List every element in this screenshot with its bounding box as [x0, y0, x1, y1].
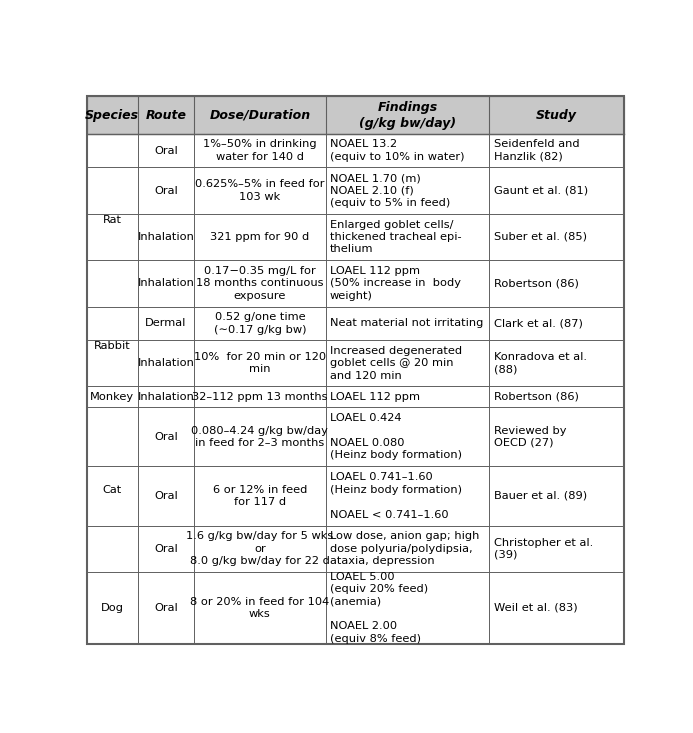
Text: Robertson (86): Robertson (86)	[493, 279, 579, 288]
Text: 1.6 g/kg bw/day for 5 wks
or
8.0 g/kg bw/day for 22 d: 1.6 g/kg bw/day for 5 wks or 8.0 g/kg bw…	[186, 531, 333, 566]
Text: Suber et al. (85): Suber et al. (85)	[493, 232, 587, 242]
Text: 0.080–4.24 g/kg bw/day
in feed for 2–3 months: 0.080–4.24 g/kg bw/day in feed for 2–3 m…	[191, 426, 328, 448]
Text: Oral: Oral	[154, 146, 177, 155]
Text: Christopher et al.
(39): Christopher et al. (39)	[493, 537, 593, 560]
Text: LOAEL 112 ppm
(50% increase in  body
weight): LOAEL 112 ppm (50% increase in body weig…	[330, 266, 461, 301]
Text: 10%  for 20 min or 120
min: 10% for 20 min or 120 min	[194, 352, 326, 375]
Text: LOAEL 0.424

NOAEL 0.080
(Heinz body formation): LOAEL 0.424 NOAEL 0.080 (Heinz body form…	[330, 413, 462, 460]
Text: Route: Route	[146, 108, 186, 122]
Text: Oral: Oral	[154, 185, 177, 196]
Text: 0.625%–5% in feed for
103 wk: 0.625%–5% in feed for 103 wk	[195, 180, 324, 202]
Text: 1%–50% in drinking
water for 140 d: 1%–50% in drinking water for 140 d	[203, 139, 317, 162]
Text: Enlarged goblet cells/
thickened tracheal epi-
thelium: Enlarged goblet cells/ thickened trachea…	[330, 220, 462, 254]
Text: 8 or 20% in feed for 104
wks: 8 or 20% in feed for 104 wks	[190, 597, 329, 619]
Text: Weil et al. (83): Weil et al. (83)	[493, 603, 577, 613]
Text: Inhalation: Inhalation	[137, 279, 194, 288]
Text: Dose/Duration: Dose/Duration	[209, 108, 310, 122]
Bar	[87, 97, 624, 134]
Text: 321 ppm for 90 d: 321 ppm for 90 d	[210, 232, 310, 242]
Text: 0.17−0.35 mg/L for
18 months continuous
exposure: 0.17−0.35 mg/L for 18 months continuous …	[196, 266, 324, 301]
Text: 32–112 ppm 13 months: 32–112 ppm 13 months	[192, 392, 328, 402]
Text: LOAEL 112 ppm: LOAEL 112 ppm	[330, 392, 420, 402]
Text: Reviewed by
OECD (27): Reviewed by OECD (27)	[493, 426, 566, 448]
Text: LOAEL 5.00
(equiv 20% feed)
(anemia)

NOAEL 2.00
(equiv 8% feed): LOAEL 5.00 (equiv 20% feed) (anemia) NOA…	[330, 572, 428, 644]
Text: Oral: Oral	[154, 432, 177, 442]
Text: Species: Species	[85, 108, 139, 122]
Text: Seidenfeld and
Hanzlik (82): Seidenfeld and Hanzlik (82)	[493, 139, 579, 162]
Text: Clark et al. (87): Clark et al. (87)	[493, 318, 583, 328]
Text: Increased degenerated
goblet cells @ 20 min
and 120 min: Increased degenerated goblet cells @ 20 …	[330, 346, 462, 380]
Text: Inhalation: Inhalation	[137, 392, 194, 402]
Text: Study: Study	[536, 108, 577, 122]
Text: Monkey: Monkey	[90, 392, 134, 402]
Text: Robertson (86): Robertson (86)	[493, 392, 579, 402]
Text: Oral: Oral	[154, 491, 177, 501]
Text: LOAEL 0.741–1.60
(Heinz body formation)

NOAEL < 0.741–1.60: LOAEL 0.741–1.60 (Heinz body formation) …	[330, 472, 462, 520]
Text: 0.52 g/one time
(∼0.17 g/kg bw): 0.52 g/one time (∼0.17 g/kg bw)	[213, 312, 306, 334]
Text: Inhalation: Inhalation	[137, 232, 194, 242]
Text: Inhalation: Inhalation	[137, 358, 194, 368]
Text: Bauer et al. (89): Bauer et al. (89)	[493, 491, 587, 501]
Text: Neat material not irritating: Neat material not irritating	[330, 318, 483, 328]
Text: Cat: Cat	[103, 485, 122, 495]
Text: Konradova et al.
(88): Konradova et al. (88)	[493, 352, 587, 375]
Text: Low dose, anion gap; high
dose polyuria/polydipsia,
ataxia, depression: Low dose, anion gap; high dose polyuria/…	[330, 531, 480, 566]
Text: Dermal: Dermal	[145, 318, 186, 328]
Text: NOAEL 13.2
(equiv to 10% in water): NOAEL 13.2 (equiv to 10% in water)	[330, 139, 464, 162]
Text: Findings
(g/kg bw/day): Findings (g/kg bw/day)	[359, 100, 456, 130]
Text: Gaunt et al. (81): Gaunt et al. (81)	[493, 185, 588, 196]
Text: Dog: Dog	[100, 603, 123, 613]
Text: Oral: Oral	[154, 544, 177, 553]
Text: Rat: Rat	[103, 216, 122, 225]
Text: NOAEL 1.70 (m)
NOAEL 2.10 (f)
(equiv to 5% in feed): NOAEL 1.70 (m) NOAEL 2.10 (f) (equiv to …	[330, 173, 450, 208]
Text: Rabbit: Rabbit	[94, 342, 130, 352]
Text: Oral: Oral	[154, 603, 177, 613]
Text: 6 or 12% in feed
for 117 d: 6 or 12% in feed for 117 d	[213, 485, 307, 507]
